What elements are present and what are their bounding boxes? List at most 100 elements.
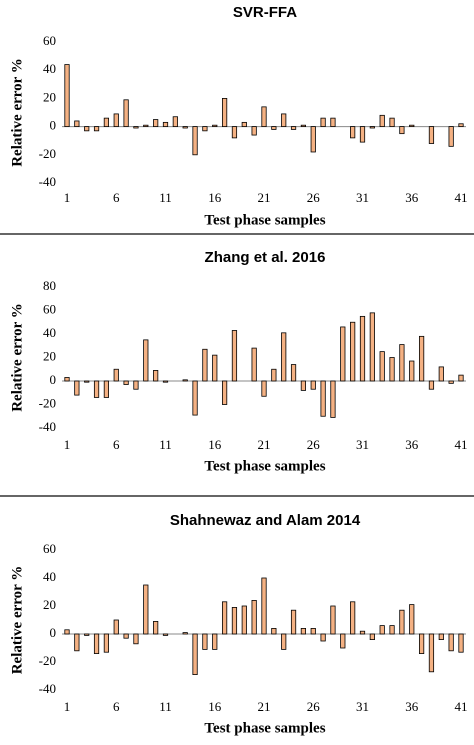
x-tick-label: 6 — [113, 437, 120, 452]
bar — [320, 633, 326, 642]
bar — [221, 380, 228, 405]
x-tick-label: 21 — [258, 437, 271, 452]
bar — [192, 126, 198, 156]
y-axis-label: Relative error % — [9, 303, 25, 412]
x-tick-label: 16 — [208, 699, 222, 714]
bar — [379, 351, 385, 382]
bar — [221, 98, 228, 128]
bar — [261, 106, 267, 128]
bar — [418, 335, 425, 382]
x-tick-label: 11 — [159, 190, 172, 205]
bar — [300, 628, 307, 635]
bar — [428, 126, 435, 144]
bar — [418, 633, 425, 655]
bar — [123, 633, 129, 639]
bar — [251, 600, 257, 635]
x-tick-label: 31 — [356, 699, 369, 714]
x-tick-label: 41 — [455, 699, 468, 714]
bar — [133, 126, 139, 129]
bar — [182, 126, 188, 129]
bar — [330, 117, 336, 127]
bar — [350, 601, 356, 635]
bar — [428, 380, 435, 390]
bar — [153, 370, 159, 382]
bar — [290, 609, 297, 635]
bar — [448, 380, 454, 384]
bar — [143, 584, 149, 635]
bar — [153, 119, 159, 128]
x-axis-label: Test phase samples — [204, 458, 325, 474]
bar — [409, 604, 415, 635]
x-tick-label: 26 — [307, 190, 321, 205]
bar — [409, 360, 415, 382]
bar — [448, 126, 454, 147]
bar — [212, 354, 218, 382]
bar — [84, 633, 90, 636]
bar — [290, 364, 297, 382]
bar — [162, 380, 169, 383]
bar — [350, 321, 356, 382]
y-tick-label: 0 — [50, 118, 57, 133]
bar — [310, 126, 316, 153]
bar — [84, 380, 90, 383]
x-tick-label: 36 — [405, 437, 419, 452]
bar — [438, 366, 444, 382]
bar — [74, 120, 80, 127]
x-tick-label: 41 — [455, 437, 468, 452]
y-tick-label: 80 — [43, 278, 56, 293]
bar — [143, 124, 149, 128]
y-tick-label: 40 — [43, 325, 56, 340]
bar — [369, 312, 375, 382]
bar — [458, 633, 464, 653]
y-tick-label: 0 — [50, 372, 57, 387]
bar — [369, 633, 375, 640]
x-axis-label: Test phase samples — [204, 212, 325, 228]
y-tick-label: -20 — [39, 395, 56, 410]
bar — [153, 621, 159, 635]
bar — [212, 124, 218, 128]
x-tick-label: 36 — [405, 699, 419, 714]
bar — [399, 344, 405, 382]
bar — [74, 380, 80, 396]
bar — [64, 377, 70, 382]
bar — [133, 380, 139, 390]
bar — [389, 117, 395, 127]
x-tick-label: 21 — [258, 190, 271, 205]
bar — [241, 605, 247, 635]
bar — [281, 113, 287, 128]
y-tick-label: 60 — [43, 301, 56, 316]
y-axis-label: Relative error % — [9, 58, 25, 167]
chart-title: SVR-FFA — [233, 4, 297, 21]
y-tick-label: 40 — [43, 61, 56, 76]
bar — [123, 380, 129, 385]
bar — [192, 633, 198, 675]
x-tick-label: 6 — [113, 699, 120, 714]
bar — [103, 117, 109, 127]
bar — [438, 633, 444, 640]
bar — [281, 633, 287, 650]
bar — [172, 116, 178, 128]
y-tick-label: -40 — [39, 174, 56, 189]
y-tick-label: 0 — [50, 625, 57, 640]
bar — [359, 126, 366, 143]
bar — [350, 126, 356, 139]
bar — [261, 380, 267, 397]
bar — [192, 380, 198, 416]
bar — [300, 380, 307, 391]
bar — [123, 99, 129, 127]
y-tick-label: 20 — [43, 89, 56, 104]
bar — [320, 380, 326, 417]
x-tick-label: 31 — [356, 190, 369, 205]
bar — [261, 577, 267, 635]
y-tick-label: 60 — [43, 541, 56, 556]
y-tick-label: -20 — [39, 146, 56, 161]
bar — [162, 633, 169, 636]
x-tick-label: 1 — [64, 190, 71, 205]
bar — [359, 630, 366, 635]
bar — [113, 368, 119, 382]
y-axis-label: Relative error % — [9, 566, 25, 675]
bar — [84, 126, 90, 132]
x-tick-label: 31 — [356, 437, 369, 452]
x-tick-label: 6 — [113, 190, 120, 205]
bar — [103, 633, 109, 653]
